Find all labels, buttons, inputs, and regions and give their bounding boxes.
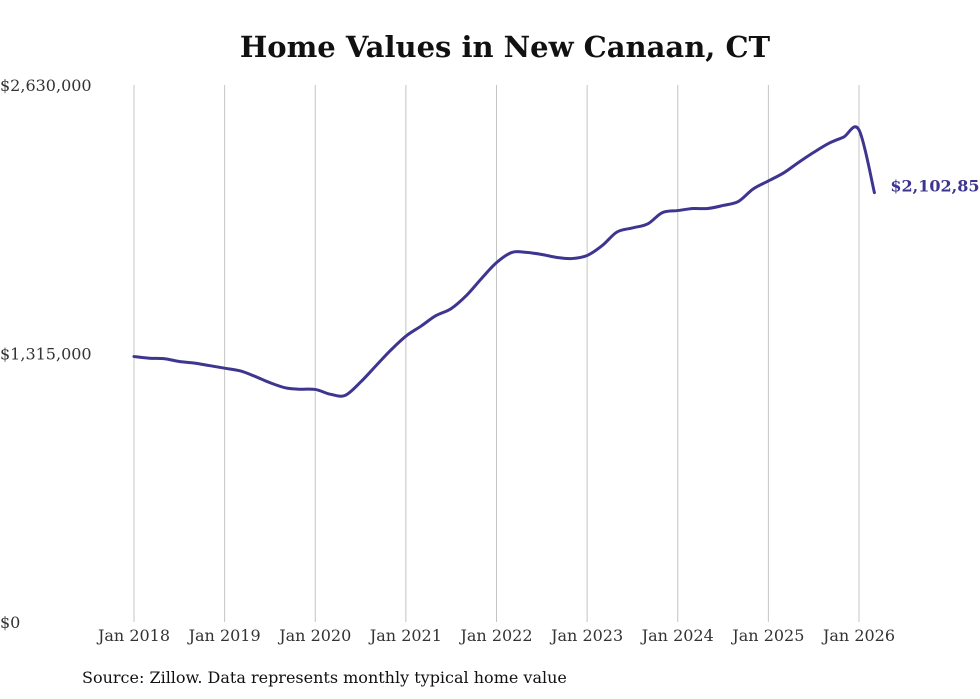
series-line xyxy=(132,125,876,398)
x-tick-label: Jan 2025 xyxy=(730,626,804,645)
y-axis: $0 $1,315,000 $2,630,000 xyxy=(0,76,92,632)
y-tick-label: $2,630,000 xyxy=(0,76,92,95)
source-note: Source: Zillow. Data represents monthly … xyxy=(82,668,567,687)
x-tick-label: Jan 2020 xyxy=(277,626,351,645)
x-tick-label: Jan 2023 xyxy=(549,626,623,645)
series-layer xyxy=(132,125,876,398)
x-tick-label: Jan 2018 xyxy=(96,626,170,645)
y-tick-label: $1,315,000 xyxy=(0,345,92,364)
x-tick-label: Jan 2019 xyxy=(187,626,261,645)
x-axis: Jan 2018 Jan 2019 Jan 2020 Jan 2021 Jan 2022… xyxy=(96,626,895,645)
chart-title: Home Values in New Canaan, CT xyxy=(239,30,771,64)
x-tick-label: Jan 2024 xyxy=(640,626,714,645)
y-tick-label: $0 xyxy=(0,613,20,632)
x-tick-label: Jan 2026 xyxy=(821,626,895,645)
x-tick-label: Jan 2021 xyxy=(368,626,442,645)
x-tick-label: Jan 2022 xyxy=(458,626,532,645)
grid-layer xyxy=(133,85,860,622)
end-value-label: $2,102,859 xyxy=(890,177,980,196)
